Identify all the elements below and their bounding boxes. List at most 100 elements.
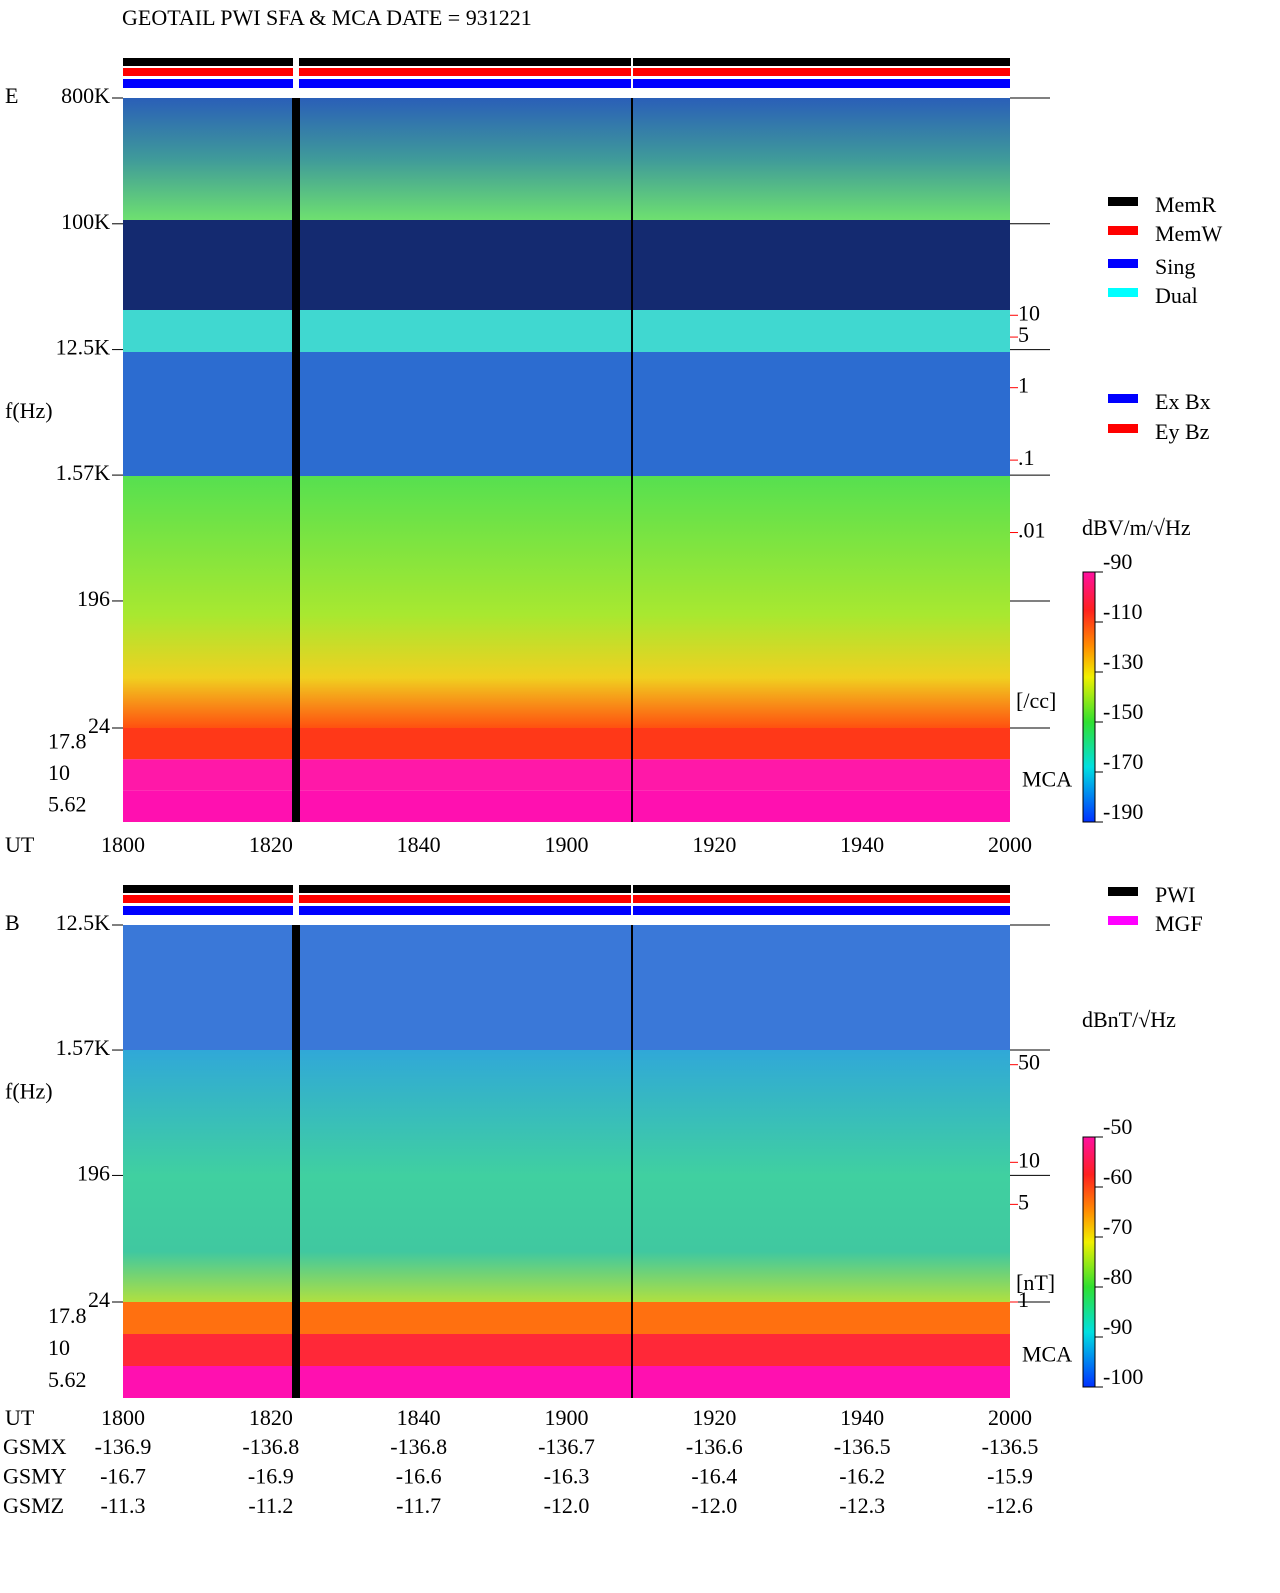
ephemeris-value: -136.8	[242, 1434, 299, 1459]
x-tick-label: 1940	[840, 832, 884, 857]
x-tick-label: 1940	[840, 1405, 884, 1430]
legend-swatch	[1108, 916, 1138, 925]
colorbar-tick-label: -90	[1103, 1314, 1132, 1339]
ephemeris-value: -16.2	[839, 1464, 885, 1489]
y2-unit: [/cc]	[1016, 688, 1056, 713]
y2-tick-label: .1	[1018, 445, 1035, 470]
x-tick-label: 1920	[692, 832, 736, 857]
colorbar-tick-label: -170	[1103, 749, 1143, 774]
legend-swatch	[1108, 288, 1138, 297]
status-bar	[123, 58, 1010, 66]
x-tick-label: 1820	[249, 1405, 293, 1430]
ephemeris-value: -136.5	[834, 1434, 891, 1459]
colorbar-tick-label: -100	[1103, 1364, 1143, 1389]
ephemeris-value: -136.5	[982, 1434, 1039, 1459]
mca-band	[123, 759, 1010, 791]
y-tick-label: 196	[77, 586, 110, 611]
y2-tick-label: 5	[1018, 322, 1029, 347]
y2-tick-label: 50	[1018, 1050, 1040, 1075]
legend-label: Ex Bx	[1155, 389, 1211, 414]
legend-swatch	[1108, 197, 1138, 206]
mca-band	[123, 1334, 1010, 1366]
y2-tick-label: 1	[1018, 1287, 1029, 1312]
y-tick-label: 24	[88, 713, 110, 738]
colorbar-tick-label: -130	[1103, 649, 1143, 674]
mca-channel-label: 5.62	[48, 1367, 87, 1392]
y-tick-label: 12.5K	[56, 335, 111, 360]
mca-band	[123, 728, 1010, 760]
y-tick-label: 196	[77, 1160, 110, 1185]
mca-label: MCA	[1022, 1341, 1072, 1366]
colorbar-tick-label: -50	[1103, 1114, 1132, 1139]
y-tick-label: 12.5K	[56, 910, 111, 935]
legend-label: MemW	[1155, 221, 1222, 246]
legend-swatch	[1108, 394, 1138, 403]
ephemeris-value: -12.0	[544, 1493, 590, 1518]
legend-swatch	[1108, 226, 1138, 235]
status-bar-gap	[293, 885, 299, 915]
ephemeris-value: -12.6	[987, 1493, 1033, 1518]
x-tick-label: 1820	[249, 832, 293, 857]
colorbar-label: dBV/m/√Hz	[1082, 515, 1191, 540]
legend-swatch	[1108, 259, 1138, 268]
ephemeris-label: GSMX	[3, 1434, 67, 1459]
ephemeris-value: -136.8	[390, 1434, 447, 1459]
mca-band	[123, 1302, 1010, 1334]
x-axis-label: UT	[5, 832, 35, 857]
ephemeris-value: -136.9	[95, 1434, 152, 1459]
ephemeris-label: GSMZ	[3, 1493, 64, 1518]
y-axis-label: f(Hz)	[5, 398, 53, 423]
ephemeris-label: GSMY	[3, 1464, 67, 1489]
title: GEOTAIL PWI SFA & MCA DATE = 931221	[122, 5, 532, 30]
spectrogram	[123, 1050, 1010, 1302]
y2-tick-label: 5	[1018, 1189, 1029, 1214]
ephemeris-value: -136.6	[686, 1434, 743, 1459]
data-gap	[292, 925, 300, 1398]
y-tick-label: 1.57K	[56, 460, 111, 485]
ephemeris-value: -136.7	[538, 1434, 595, 1459]
ephemeris-value: -16.3	[544, 1464, 590, 1489]
spectrogram	[123, 352, 1010, 476]
spectrogram	[123, 220, 1010, 310]
legend-label: MemR	[1155, 192, 1216, 217]
mca-channel-label: 10	[48, 760, 70, 785]
status-bar-gap	[293, 58, 299, 88]
x-tick-label: 2000	[988, 1405, 1032, 1430]
legend-label: PWI	[1155, 882, 1195, 907]
panel-label: B	[5, 910, 20, 935]
colorbar-tick-label: -190	[1103, 799, 1143, 824]
spectrogram	[123, 98, 1010, 220]
y2-tick-label: .01	[1018, 518, 1046, 543]
x-tick-label: 2000	[988, 832, 1032, 857]
mca-channel-label: 17.8	[48, 729, 87, 754]
status-bar	[123, 68, 1010, 76]
ephemeris-value: -11.3	[100, 1493, 145, 1518]
colorbar	[1082, 1136, 1096, 1388]
y2-tick-label: 10	[1018, 1147, 1040, 1172]
mca-label: MCA	[1022, 766, 1072, 791]
mca-channel-label: 10	[48, 1335, 70, 1360]
data-gap	[292, 98, 300, 822]
status-bar	[123, 79, 1010, 88]
mca-band	[123, 790, 1010, 822]
x-tick-label: 1840	[397, 832, 441, 857]
panel-label: E	[5, 83, 18, 108]
mca-channel-label: 5.62	[48, 791, 87, 816]
y-axis-label: f(Hz)	[5, 1079, 53, 1104]
ephemeris-value: -16.4	[691, 1464, 737, 1489]
ephemeris-value: -11.2	[248, 1493, 293, 1518]
ephemeris-value: -16.7	[100, 1464, 146, 1489]
x-tick-label: 1840	[397, 1405, 441, 1430]
legend-label: Ey Bz	[1155, 419, 1210, 444]
y2-tick-label: 10	[1018, 300, 1040, 325]
mca-channel-label: 17.8	[48, 1303, 87, 1328]
legend-swatch	[1108, 887, 1138, 896]
y-tick-label: 100K	[61, 209, 110, 234]
legend-label: Sing	[1155, 254, 1195, 279]
y2-tick-label: 1	[1018, 373, 1029, 398]
ephemeris-value: -11.7	[396, 1493, 441, 1518]
spectrogram	[123, 476, 1010, 728]
x-tick-label: 1800	[101, 832, 145, 857]
colorbar-tick-label: -150	[1103, 699, 1143, 724]
